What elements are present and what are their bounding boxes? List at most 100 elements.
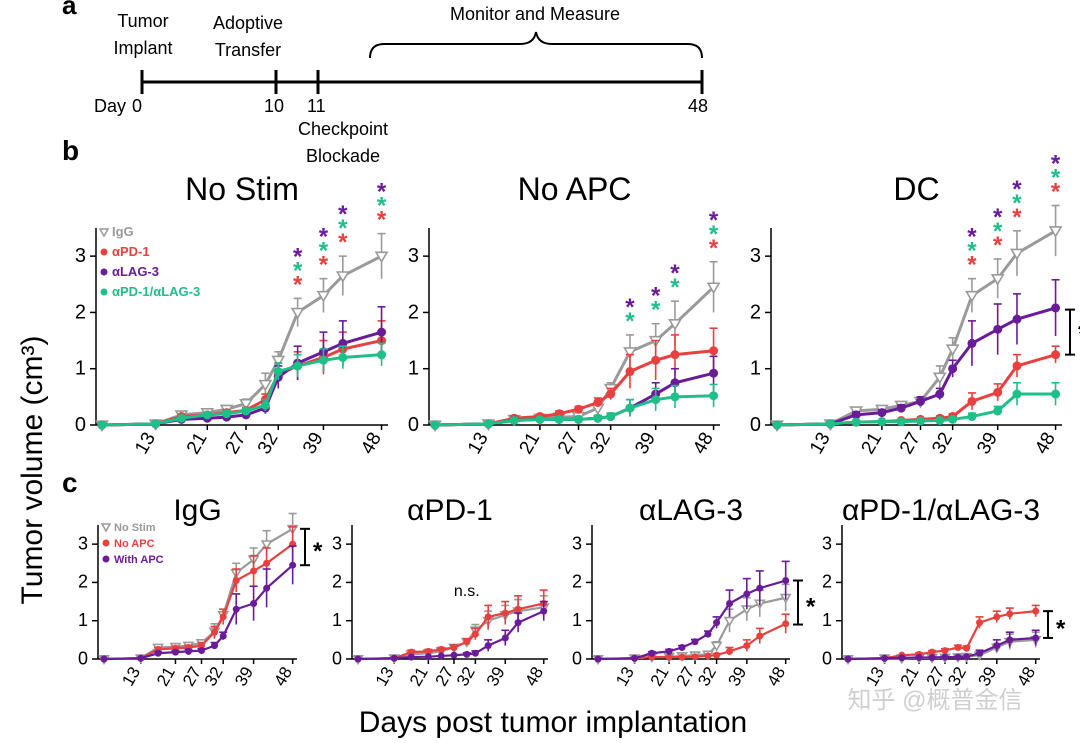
sig-bracket-label: * [313, 538, 323, 565]
legend: No Stim No APC With APC [100, 522, 164, 566]
data-point-aPD1 [1012, 361, 1022, 371]
data-point-aLAG3 [1012, 314, 1022, 324]
chart-title: αLAG-3 [639, 494, 743, 527]
panel-c-label: c [62, 467, 78, 498]
significance-star: * [319, 238, 329, 265]
data-point-withapc [648, 649, 656, 657]
event-transfer-line2: Transfer [215, 40, 281, 60]
data-point-combo [509, 415, 519, 425]
data-point-noapc [963, 644, 971, 652]
data-point-noapc [1006, 610, 1014, 618]
x-tick-label: 32 [928, 429, 957, 458]
y-tick-label: 0 [332, 648, 342, 668]
y-tick-label: 0 [75, 414, 86, 436]
x-tick-label: 48 [689, 429, 718, 458]
significance-star: * [377, 193, 387, 220]
chart-title: DC [893, 171, 939, 207]
y-tick-label: 3 [332, 533, 342, 553]
y-tick-label: 2 [78, 572, 88, 592]
data-point-noapc [678, 653, 686, 661]
data-point-withapc [756, 584, 764, 592]
x-tick-label: 13 [118, 664, 144, 690]
legend-marker [102, 555, 110, 563]
data-point-noapc [514, 605, 522, 613]
y-axis-label: Tumor volume (cm³) [16, 336, 49, 605]
data-point-aPD1 [625, 367, 635, 377]
data-point-noapc [211, 628, 219, 636]
data-point-noapc [704, 652, 712, 660]
x-tick-label: 21 [857, 429, 886, 458]
data-point-nostim [710, 641, 723, 652]
data-point-withapc [993, 642, 1001, 650]
data-point-IgG [623, 347, 637, 359]
x-tick-label: 48 [357, 429, 386, 458]
legend-marker [100, 268, 108, 276]
legend: IgG αPD-1 αLAG-3 αPD-1/αLAG-3 [98, 224, 200, 299]
significance-star: * [709, 221, 719, 248]
data-point-IgG [271, 355, 286, 368]
data-point-combo [535, 414, 545, 424]
x-tick-label: 21 [897, 664, 923, 690]
x-tick-label: 13 [131, 429, 160, 458]
data-point-aPD1 [709, 346, 719, 356]
data-point-combo [241, 406, 251, 416]
data-point-combo [851, 417, 861, 427]
panel-b-label: b [62, 135, 79, 166]
legend-label: αPD-1/αLAG-3 [112, 284, 200, 299]
series-line-nostim [357, 606, 544, 661]
watermark: 知乎 @概普金信 [847, 687, 1022, 714]
significance-star: * [967, 238, 977, 265]
data-point-noapc [263, 559, 271, 567]
significance-star: * [293, 271, 303, 298]
x-tick-label: 39 [631, 429, 660, 458]
data-point-aLAG3 [916, 396, 925, 406]
data-point-withapc [514, 619, 522, 627]
x-tick-label: 27 [222, 429, 251, 458]
data-point-aLAG3 [377, 327, 387, 337]
data-point-withapc [263, 584, 271, 592]
data-point-noapc [782, 620, 790, 628]
data-point-withapc [881, 654, 889, 662]
significance-star: * [709, 235, 719, 262]
legend-marker [100, 288, 108, 296]
event-tumor-line1: Tumor [117, 11, 168, 31]
legend-label: With APC [114, 554, 164, 566]
data-point-noapc [941, 647, 949, 655]
y-tick-label: 3 [408, 245, 419, 267]
data-point-withapc [594, 655, 602, 663]
x-tick-label: 13 [372, 664, 398, 690]
data-point-noapc [756, 632, 764, 640]
data-point-IgG [668, 319, 682, 331]
data-point-noapc [713, 651, 721, 659]
event-transfer-line1: Adoptive [213, 13, 283, 33]
data-point-withapc [713, 619, 721, 627]
data-point-withapc [743, 590, 751, 598]
data-point-combo [1051, 389, 1061, 399]
x-tick-label: 39 [724, 664, 750, 690]
data-point-noapc [424, 647, 432, 655]
x-tick-label: 21 [515, 429, 544, 458]
data-point-nostim [260, 540, 273, 551]
data-point-aLAG3 [851, 410, 861, 420]
significance-star: * [1051, 164, 1061, 191]
x-tick-label: 32 [254, 429, 283, 458]
data-point-withapc [354, 655, 362, 663]
x-tick-label: 13 [806, 429, 835, 458]
y-tick-label: 1 [75, 358, 86, 380]
x-tick-label: 48 [763, 664, 789, 690]
significance-star: * [993, 218, 1003, 245]
data-point-noapc [1032, 607, 1040, 615]
x-tick-label: 48 [521, 664, 547, 690]
significance-star: * [993, 204, 1003, 231]
data-point-withapc [450, 651, 458, 659]
y-tick-label: 2 [822, 572, 832, 592]
x-tick-label: 27 [673, 664, 699, 690]
legend-label: No Stim [114, 522, 156, 534]
data-point-aPD1 [651, 355, 661, 365]
day-label: Day [94, 96, 126, 116]
significance-star: * [377, 179, 387, 206]
y-tick-label: 0 [572, 648, 582, 668]
data-point-IgG [374, 251, 389, 264]
y-tick-label: 1 [572, 610, 582, 630]
